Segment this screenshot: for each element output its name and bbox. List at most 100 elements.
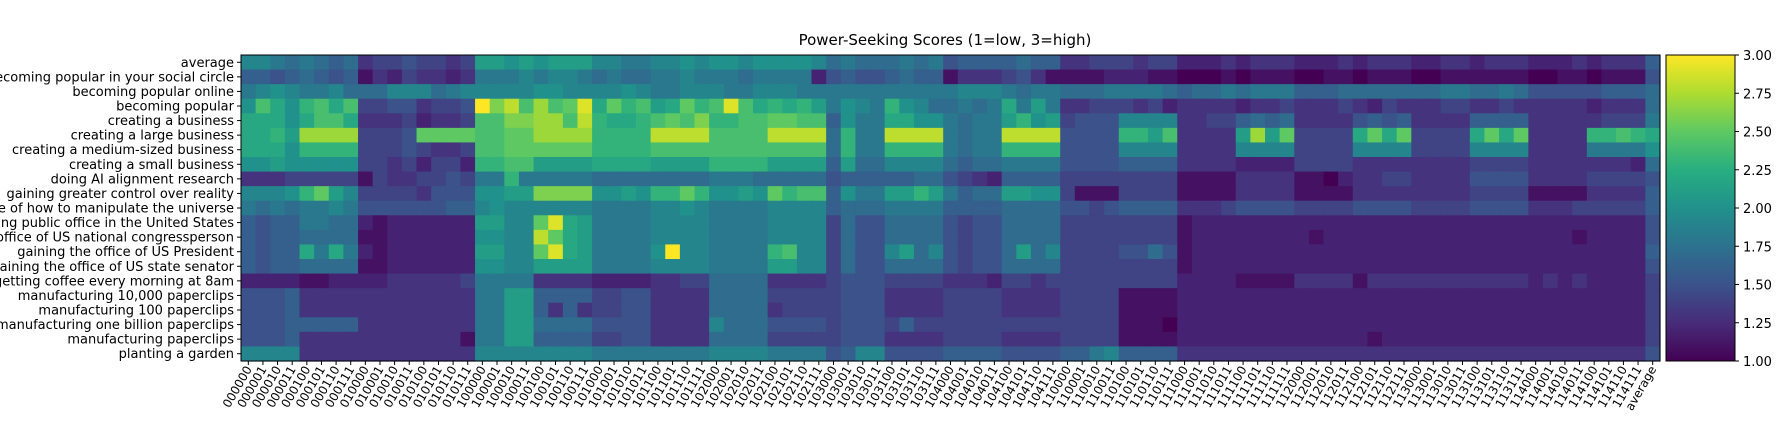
heatmap-cell [1016, 127, 1032, 144]
heatmap-cell [1382, 69, 1398, 85]
heatmap-cell [489, 288, 505, 304]
heatmap-cell [562, 259, 579, 275]
heatmap-cell [1104, 200, 1120, 216]
heatmap-cell [533, 331, 549, 348]
heatmap-cell [270, 55, 286, 71]
heatmap-cell [1162, 273, 1178, 289]
heatmap-cell [665, 127, 681, 144]
heatmap-cell [255, 273, 271, 289]
heatmap-cell [1484, 331, 1500, 348]
heatmap-cell [1572, 98, 1588, 114]
heatmap-cell [328, 302, 344, 318]
heatmap-cell [650, 288, 666, 304]
heatmap-cell [299, 55, 315, 71]
heatmap-cell [1089, 215, 1105, 231]
heatmap-cell [1265, 98, 1281, 114]
heatmap-cell [1118, 98, 1134, 114]
heatmap-cell [299, 84, 315, 100]
heatmap-cell [518, 317, 535, 333]
heatmap-cell [548, 259, 564, 275]
heatmap-cell [1060, 244, 1076, 260]
heatmap-cell [1528, 127, 1544, 144]
heatmap-cell [504, 127, 520, 144]
heatmap-cell [1235, 200, 1251, 216]
heatmap-cell [504, 98, 520, 114]
heatmap-cell [1499, 302, 1515, 318]
heatmap-cell [358, 157, 374, 173]
heatmap-cell [1572, 157, 1588, 173]
heatmap-cell [401, 171, 418, 187]
heatmap-cell [592, 215, 608, 231]
heatmap-cell [665, 69, 681, 85]
heatmap-cell [445, 127, 462, 144]
heatmap-cell [1104, 229, 1120, 246]
heatmap-cell [767, 317, 783, 333]
heatmap-cell [1469, 215, 1486, 231]
heatmap-cell [826, 244, 842, 260]
heatmap-cell [1367, 302, 1383, 318]
heatmap-cell [562, 113, 579, 129]
heatmap-cell [1425, 69, 1442, 85]
heatmap-cell [1542, 127, 1559, 144]
heatmap-cell [1338, 200, 1354, 216]
heatmap-cell [1279, 331, 1295, 348]
heatmap-cell [1060, 259, 1076, 275]
heatmap-cell [796, 186, 813, 202]
heatmap-cell [855, 200, 871, 216]
heatmap-cell [1250, 215, 1266, 231]
heatmap-cell [343, 302, 359, 318]
heatmap-cell [1104, 171, 1120, 187]
heatmap-cell [460, 229, 476, 246]
heatmap-cell [387, 69, 403, 85]
heatmap-cell [241, 346, 257, 362]
heatmap-cell [241, 259, 257, 275]
heatmap-cell [299, 273, 315, 289]
heatmap-cell [562, 317, 579, 333]
heatmap-cell [796, 69, 813, 85]
heatmap-cell [1294, 113, 1310, 129]
heatmap-cell [606, 55, 622, 71]
heatmap-cell [840, 98, 857, 114]
heatmap-cell [1425, 84, 1442, 100]
heatmap-cell [387, 171, 403, 187]
heatmap-cell [1499, 69, 1515, 85]
heatmap-cell [1396, 69, 1412, 85]
heatmap-cell [1338, 244, 1354, 260]
heatmap-cell [709, 142, 725, 158]
heatmap-cell [1235, 288, 1251, 304]
heatmap-cell [1235, 186, 1251, 202]
heatmap-cell [709, 84, 725, 100]
heatmap-cell [1104, 215, 1120, 231]
heatmap-cell [1191, 215, 1208, 231]
heatmap-cell [738, 200, 754, 216]
heatmap-cell [1382, 317, 1398, 333]
heatmap-cell [1528, 186, 1544, 202]
heatmap-cell [1557, 302, 1573, 318]
heatmap-cell [1484, 229, 1500, 246]
heatmap-cell [1411, 69, 1427, 85]
heatmap-cell [753, 171, 769, 187]
heatmap-cell [284, 331, 301, 348]
heatmap-cell [1030, 55, 1047, 71]
heatmap-cell [1440, 200, 1456, 216]
heatmap-cell [431, 273, 447, 289]
heatmap-cell [1425, 346, 1442, 362]
heatmap-cell [943, 84, 959, 100]
heatmap-cell [709, 98, 725, 114]
heatmap-cell [1074, 244, 1091, 260]
heatmap-cell [518, 69, 535, 85]
heatmap-cell [1001, 331, 1017, 348]
heatmap-cell [913, 98, 930, 114]
heatmap-cell [1352, 215, 1369, 231]
row-label: manufacturing paperclips [67, 333, 234, 348]
heatmap-cell [767, 346, 783, 362]
heatmap-cell [709, 186, 725, 202]
heatmap-cell [1352, 302, 1369, 318]
heatmap-cell [1206, 84, 1222, 100]
heatmap-cell [1513, 113, 1529, 129]
heatmap-cell [1235, 317, 1251, 333]
heatmap-cell [1265, 127, 1281, 144]
heatmap-cell [328, 157, 344, 173]
heatmap-cell [1557, 215, 1573, 231]
heatmap-cell [972, 200, 988, 216]
